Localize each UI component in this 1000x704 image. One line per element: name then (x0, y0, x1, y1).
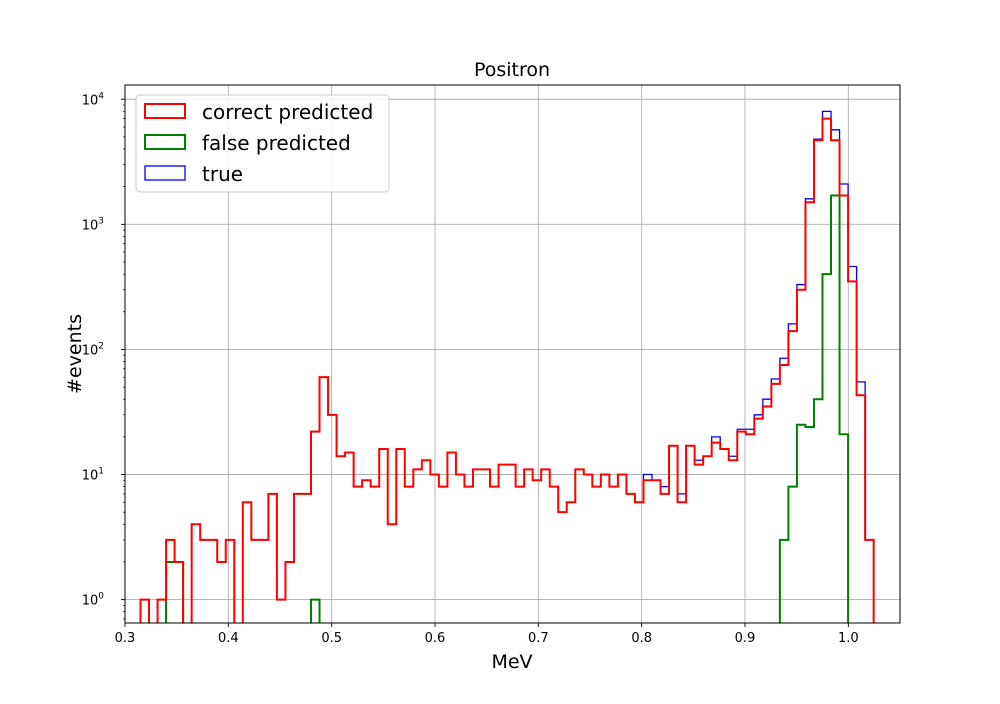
y-tick-base: 10 (82, 93, 99, 108)
series-correct-predicted (139, 117, 875, 626)
y-axis-label: #events (64, 314, 86, 394)
legend-label: false predicted (202, 131, 351, 155)
x-tick-label: 0.6 (425, 631, 446, 646)
grid (124, 85, 900, 623)
y-tick-label: 101 (82, 467, 104, 484)
legend-swatch (144, 103, 186, 119)
x-tick-label: 0.8 (631, 631, 652, 646)
x-tick-label: 0.7 (528, 631, 549, 646)
y-tick-exponent: 2 (98, 341, 104, 351)
y-tick-label: 104 (82, 91, 105, 108)
axis-mask (124, 623, 901, 627)
y-tick-base: 10 (82, 218, 99, 233)
y-tick-exponent: 4 (98, 91, 104, 101)
x-axis-label: MeV (491, 651, 532, 673)
x-tick-label: 0.5 (321, 631, 342, 646)
x-tick-label: 0.4 (218, 631, 239, 646)
x-tick-label: 0.9 (735, 631, 756, 646)
x-tick-label: 0.3 (115, 631, 136, 646)
histogram-step-line (139, 117, 875, 626)
y-tick-exponent: 3 (98, 216, 104, 226)
legend-label: correct predicted (202, 100, 373, 124)
y-tick-exponent: 1 (98, 467, 104, 477)
y-tick-label: 100 (82, 592, 105, 609)
y-tick-label: 103 (82, 216, 104, 233)
y-tick-base: 10 (82, 469, 99, 484)
legend-swatch (144, 134, 186, 150)
legend: correct predicted false predicted true (135, 94, 390, 193)
y-tick-base: 10 (82, 594, 99, 609)
y-tick-label: 102 (82, 341, 104, 358)
plot-frame (124, 84, 901, 624)
y-tick-base: 10 (82, 343, 99, 358)
x-tick-label: 1.0 (838, 631, 859, 646)
legend-swatch (144, 165, 186, 181)
legend-box (135, 94, 390, 193)
legend-label: true (202, 162, 243, 186)
y-tick-exponent: 0 (98, 592, 104, 602)
data-series (124, 110, 901, 627)
chart-title: Positron (474, 59, 550, 81)
